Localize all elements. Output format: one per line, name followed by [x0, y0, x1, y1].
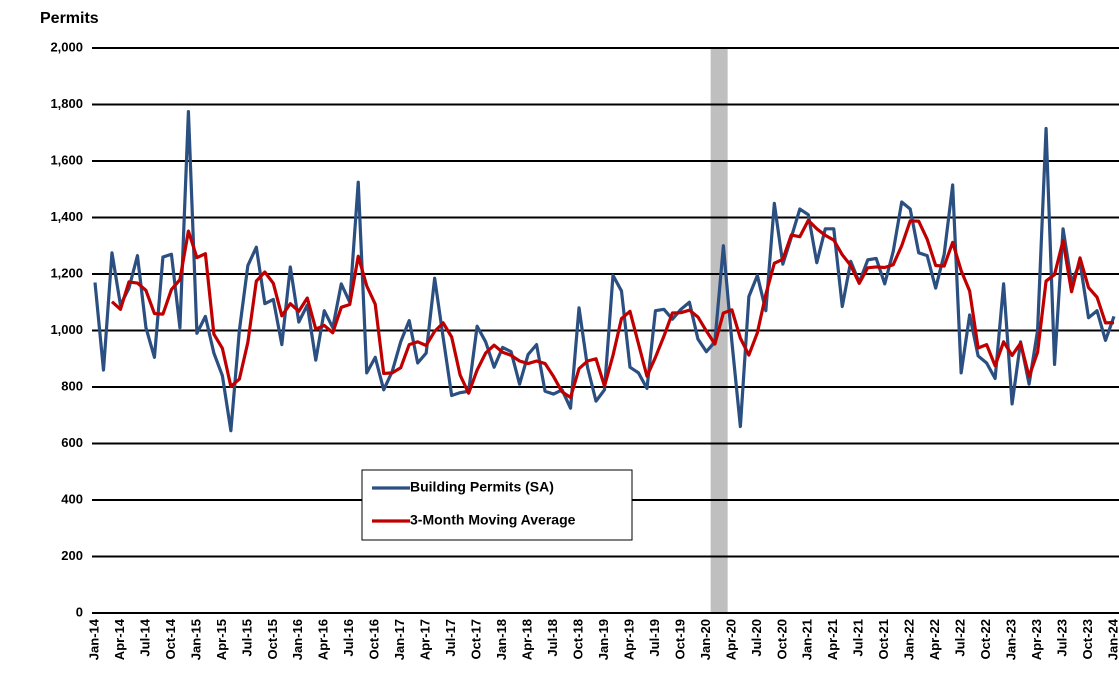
x-tick-label: Oct-19 — [672, 619, 687, 659]
x-tick-label: Apr-19 — [621, 619, 636, 660]
x-tick-label: Jan-21 — [800, 619, 815, 660]
x-tick-label: Oct-20 — [774, 619, 789, 659]
x-tick-label: Apr-20 — [723, 619, 738, 660]
y-tick-label: 1,600 — [50, 152, 83, 167]
x-tick-label: Jan-24 — [1105, 618, 1119, 660]
x-tick-label: Oct-16 — [367, 619, 382, 659]
y-axis-title: Permits — [40, 10, 99, 27]
x-tick-label: Jan-20 — [698, 619, 713, 660]
x-tick-label: Apr-22 — [927, 619, 942, 660]
x-tick-label: Jul-18 — [545, 619, 560, 657]
x-tick-label: Oct-17 — [469, 619, 484, 659]
x-tick-label: Jul-20 — [749, 619, 764, 657]
x-tick-label: Jan-22 — [902, 619, 917, 660]
x-tick-label: Jul-19 — [647, 619, 662, 657]
x-tick-label: Jul-22 — [953, 619, 968, 657]
x-tick-label: Jan-23 — [1004, 619, 1019, 660]
y-tick-label: 600 — [61, 435, 83, 450]
x-tick-label: Apr-18 — [520, 619, 535, 660]
x-tick-label: Oct-14 — [163, 618, 178, 659]
x-tick-label: Jan-18 — [494, 619, 509, 660]
x-tick-label: Jul-14 — [137, 618, 152, 656]
x-tick-label: Apr-14 — [112, 618, 127, 660]
x-tick-label: Jul-15 — [239, 619, 254, 657]
x-tick-label: Jul-21 — [851, 619, 866, 657]
x-tick-label: Apr-15 — [214, 619, 229, 660]
y-tick-label: 2,000 — [50, 39, 83, 54]
x-tick-label: Oct-21 — [876, 619, 891, 659]
x-tick-label: Apr-17 — [418, 619, 433, 660]
x-tick-label: Oct-23 — [1080, 619, 1095, 659]
x-tick-label: Jan-19 — [596, 619, 611, 660]
x-tick-label: Oct-15 — [265, 619, 280, 659]
series-line — [110, 218, 1115, 400]
legend: Building Permits (SA) 3-Month Moving Aver… — [361, 469, 633, 541]
y-tick-label: 200 — [61, 548, 83, 563]
y-tick-label: 1,800 — [50, 96, 83, 111]
legend-label: 3-Month Moving Average — [410, 512, 576, 528]
x-tick-label: Oct-18 — [570, 619, 585, 659]
x-tick-label: Jan-16 — [290, 619, 305, 660]
y-tick-label: 800 — [61, 378, 83, 393]
y-tick-label: 400 — [61, 491, 83, 506]
x-tick-label: Apr-16 — [316, 619, 331, 660]
x-tick-label: Apr-23 — [1029, 619, 1044, 660]
y-tick-label: 1,400 — [50, 209, 83, 224]
y-tick-label: 1,000 — [50, 322, 83, 337]
series-line — [93, 109, 1116, 433]
x-tick-label: Jan-17 — [392, 619, 407, 660]
legend-label: Building Permits (SA) — [410, 479, 554, 495]
x-tick-label: Oct-22 — [978, 619, 993, 659]
x-tick-label: Apr-21 — [825, 619, 840, 660]
x-tick-label: Jan-14 — [86, 618, 101, 660]
legend-box — [361, 469, 633, 541]
x-tick-label: Jul-16 — [341, 619, 356, 657]
x-tick-label: Jul-17 — [443, 619, 458, 657]
x-tick-label: Jul-23 — [1054, 619, 1069, 657]
x-tick-label: Jan-15 — [188, 619, 203, 660]
y-tick-label: 1,200 — [50, 265, 83, 280]
y-tick-label: 0 — [76, 604, 83, 619]
